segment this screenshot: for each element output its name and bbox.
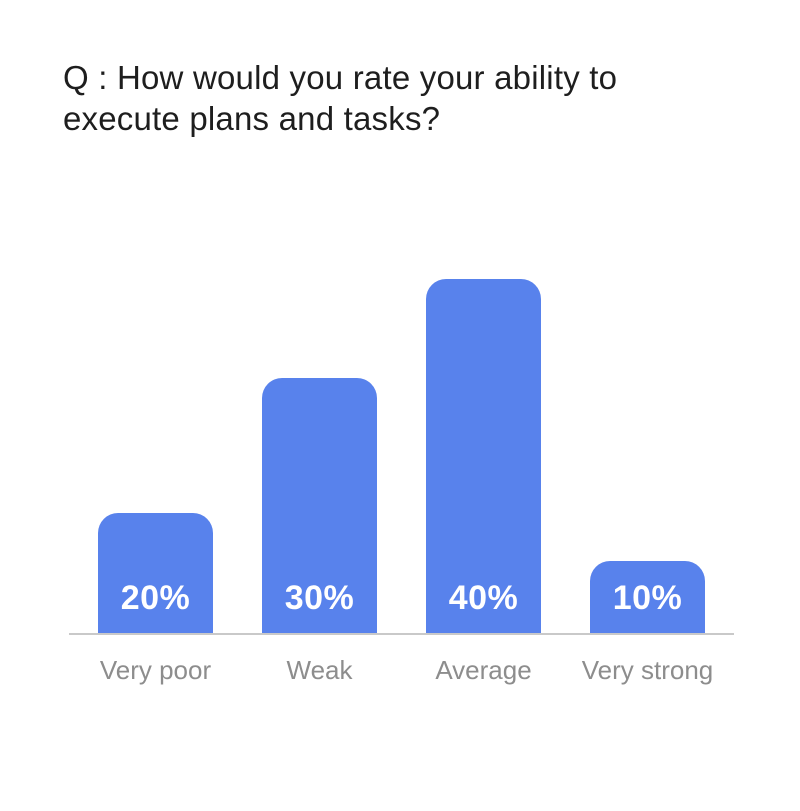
plot-area: 20% 30% 40% 10%	[69, 279, 734, 633]
x-axis-line	[69, 633, 734, 635]
page-title-line-2: execute plans and tasks?	[63, 100, 441, 137]
bar-value-label: 40%	[448, 579, 519, 617]
category-label-average: Average	[435, 655, 532, 685]
category-label-very-strong: Very strong	[581, 655, 714, 685]
bar-very-poor: 20%	[98, 513, 213, 633]
bar-value-label: 30%	[284, 579, 355, 617]
bar-weak: 30%	[262, 378, 377, 633]
bar-chart: 20% 30% 40% 10% Very poor Weak Average V…	[69, 279, 734, 685]
bar-very-strong: 10%	[590, 561, 705, 633]
bar-average: 40%	[426, 279, 541, 633]
bar-value-label: 10%	[612, 579, 683, 617]
category-labels: Very poor Weak Average Very strong	[69, 655, 734, 685]
page-title: Q : How would you rate your ability to e…	[63, 57, 723, 139]
page-title-line-1: Q : How would you rate your ability to	[63, 59, 618, 96]
category-label-very-poor: Very poor	[99, 655, 212, 685]
category-label-weak: Weak	[286, 655, 353, 685]
bar-value-label: 20%	[120, 579, 191, 617]
